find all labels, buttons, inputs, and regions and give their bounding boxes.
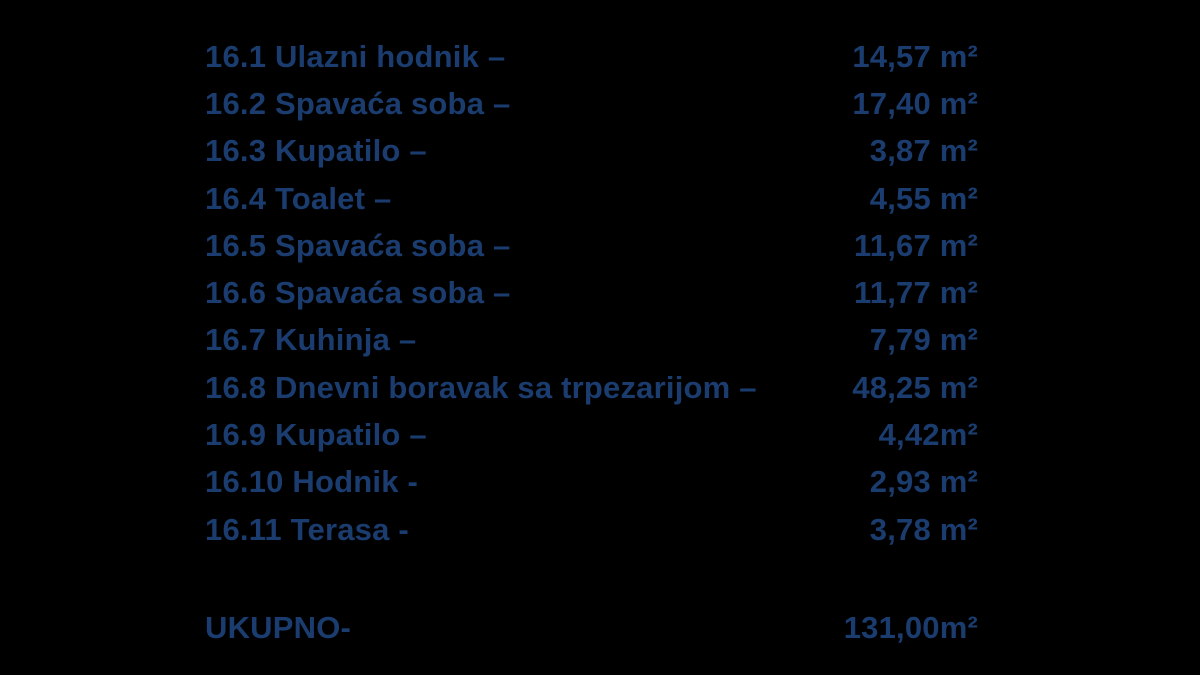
room-label: 16.1 Ulazni hodnik – xyxy=(205,38,506,74)
room-row: 16.6 Spavaća soba – 11,77 m² xyxy=(205,269,978,316)
room-area: 7,79 m² xyxy=(869,322,978,358)
total-label: UKUPNO- xyxy=(205,609,352,645)
room-label: 16.2 Spavaća soba – xyxy=(205,85,511,121)
room-label: 16.5 Spavaća soba – xyxy=(205,227,511,263)
room-label: 16.9 Kupatilo – xyxy=(205,417,427,453)
room-row: 16.1 Ulazni hodnik – 14,57 m² xyxy=(205,33,978,80)
room-area: 14,57 m² xyxy=(852,38,978,74)
room-label: 16.6 Spavaća soba – xyxy=(205,275,511,311)
room-label: 16.11 Terasa - xyxy=(205,511,409,547)
room-row: 16.2 Spavaća soba – 17,40 m² xyxy=(205,80,978,127)
room-area: 11,67 m² xyxy=(854,227,978,263)
room-label: 16.8 Dnevni boravak sa trpezarijom – xyxy=(205,369,757,405)
room-area: 4,42m² xyxy=(878,417,978,453)
room-area: 48,25 m² xyxy=(852,369,978,405)
total-row: UKUPNO- 131,00m² xyxy=(205,604,978,651)
total-area: 131,00m² xyxy=(843,609,978,645)
room-row: 16.11 Terasa - 3,78 m² xyxy=(205,506,978,553)
room-row: 16.3 Kupatilo – 3,87 m² xyxy=(205,128,978,175)
room-area-list: 16.1 Ulazni hodnik – 14,57 m² 16.2 Spava… xyxy=(205,33,978,652)
room-label: 16.4 Toalet – xyxy=(205,180,392,216)
room-area: 2,93 m² xyxy=(869,464,978,500)
room-area: 17,40 m² xyxy=(852,85,978,121)
room-row: 16.8 Dnevni boravak sa trpezarijom – 48,… xyxy=(205,364,978,411)
room-row: 16.5 Spavaća soba – 11,67 m² xyxy=(205,222,978,269)
room-area: 3,87 m² xyxy=(869,133,978,169)
room-row: 16.10 Hodnik - 2,93 m² xyxy=(205,459,978,506)
room-row: 16.9 Kupatilo – 4,42m² xyxy=(205,411,978,458)
room-label: 16.7 Kuhinja – xyxy=(205,322,417,358)
room-label: 16.3 Kupatilo – xyxy=(205,133,427,169)
room-row: 16.4 Toalet – 4,55 m² xyxy=(205,175,978,222)
room-area: 4,55 m² xyxy=(869,180,978,216)
room-row: 16.7 Kuhinja – 7,79 m² xyxy=(205,317,978,364)
room-area: 3,78 m² xyxy=(869,511,978,547)
room-label: 16.10 Hodnik - xyxy=(205,464,418,500)
room-area: 11,77 m² xyxy=(854,275,978,311)
